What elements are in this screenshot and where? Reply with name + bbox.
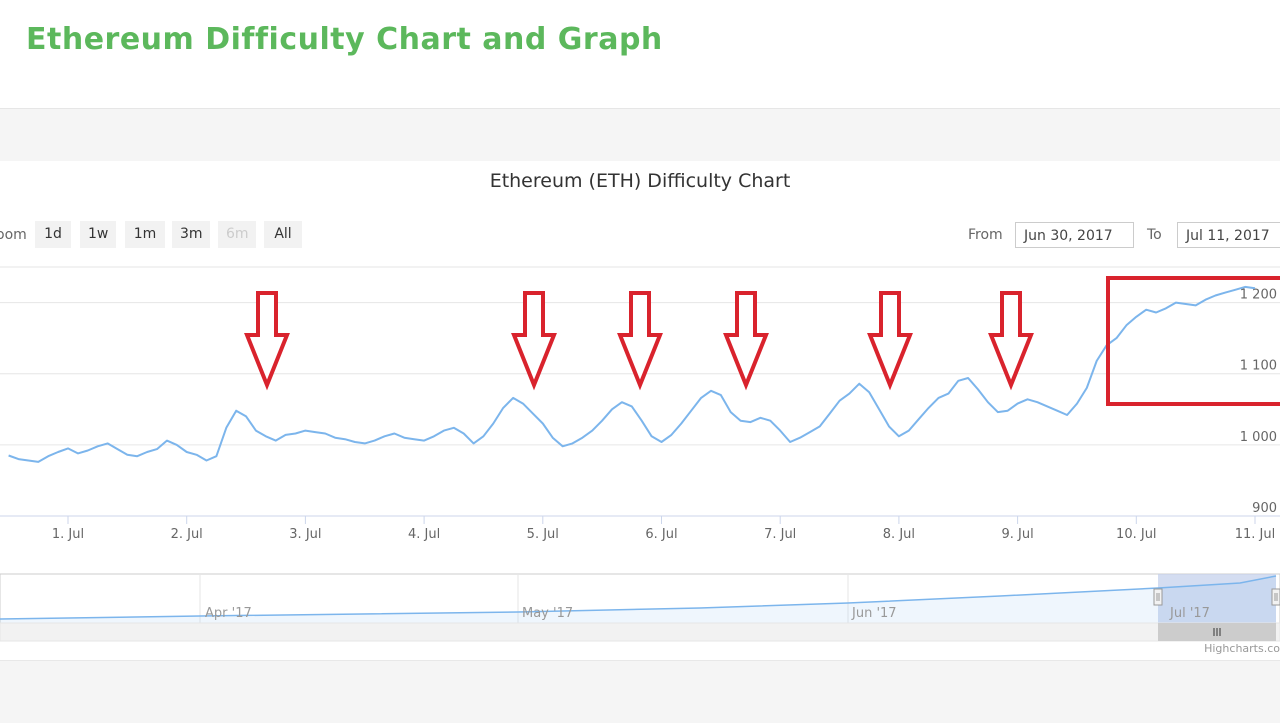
x-tick-label: 8. Jul — [883, 527, 915, 542]
navigator-tick-label: Apr '17 — [205, 606, 252, 621]
x-tick-label: 9. Jul — [1001, 527, 1033, 542]
annotation-box — [1106, 276, 1280, 406]
annotation-arrow — [988, 291, 1034, 391]
y-tick-label: 1 100 — [1240, 359, 1277, 374]
page-title: Ethereum Difficulty Chart and Graph — [26, 22, 663, 57]
annotation-arrow — [244, 291, 290, 391]
zoom-button-3m[interactable]: 3m — [172, 221, 210, 248]
zoom-button-1m[interactable]: 1m — [125, 221, 165, 248]
navigator-frame — [0, 573, 1280, 624]
x-tick-label: 10. Jul — [1116, 527, 1157, 542]
navigator-area — [0, 576, 1276, 623]
chart-container: 900 1 000 1 100 1 200 1. Jul 2. Jul 3. Jul 4. J… — [0, 161, 1280, 660]
zoom-button-1d[interactable]: 1d — [35, 221, 71, 248]
navigator-handle — [1271, 588, 1280, 606]
annotation-arrow — [867, 291, 913, 391]
highcharts-credits[interactable]: Highcharts.co — [1204, 642, 1280, 655]
x-tick-label: 4. Jul — [408, 527, 440, 542]
zoom-button-6m[interactable]: 6m — [218, 221, 256, 248]
x-tick-label: 1. Jul — [52, 527, 84, 542]
y-tick-label: 900 — [1252, 501, 1277, 516]
top-band — [0, 109, 1280, 161]
zoom-button-all[interactable]: All — [264, 221, 302, 248]
bottom-band — [0, 660, 1280, 723]
x-tick-label: 5. Jul — [527, 527, 559, 542]
y-tick-label: 1 200 — [1240, 288, 1277, 303]
navigator-scrollbar-track — [0, 622, 1280, 642]
navigator-handle — [1153, 588, 1163, 606]
navigator-tick-label: Jul '17 — [1169, 606, 1210, 621]
annotation-arrow — [723, 291, 769, 391]
range-to-label: To — [1147, 227, 1162, 243]
x-tick-label: 11. Jul — [1235, 527, 1276, 542]
zoom-button-1w[interactable]: 1w — [80, 221, 116, 248]
navigator-tick-label: May '17 — [522, 606, 573, 621]
x-tick-label: 7. Jul — [764, 527, 796, 542]
chart-svg: 900 1 000 1 100 1 200 1. Jul 2. Jul 3. Jul 4. J… — [0, 266, 1280, 642]
x-tick-label: 6. Jul — [645, 527, 677, 542]
navigator-tick-label: Jun '17 — [851, 606, 897, 621]
y-tick-label: 1 000 — [1240, 430, 1277, 445]
range-to-input[interactable]: Jul 11, 2017 — [1177, 222, 1280, 248]
navigator-series — [0, 575, 1277, 620]
range-from-label: From — [968, 227, 1003, 243]
series-line — [8, 285, 1256, 463]
page-header: Ethereum Difficulty Chart and Graph — [0, 0, 1280, 109]
annotation-arrow — [617, 291, 663, 391]
range-from-input[interactable]: Jun 30, 2017 — [1015, 222, 1134, 248]
x-tick-label: 2. Jul — [171, 527, 203, 542]
chart-title: Ethereum (ETH) Difficulty Chart — [489, 170, 791, 192]
x-tick-label: 3. Jul — [289, 527, 321, 542]
annotation-arrow — [511, 291, 557, 391]
zoom-label: oom — [0, 227, 27, 243]
